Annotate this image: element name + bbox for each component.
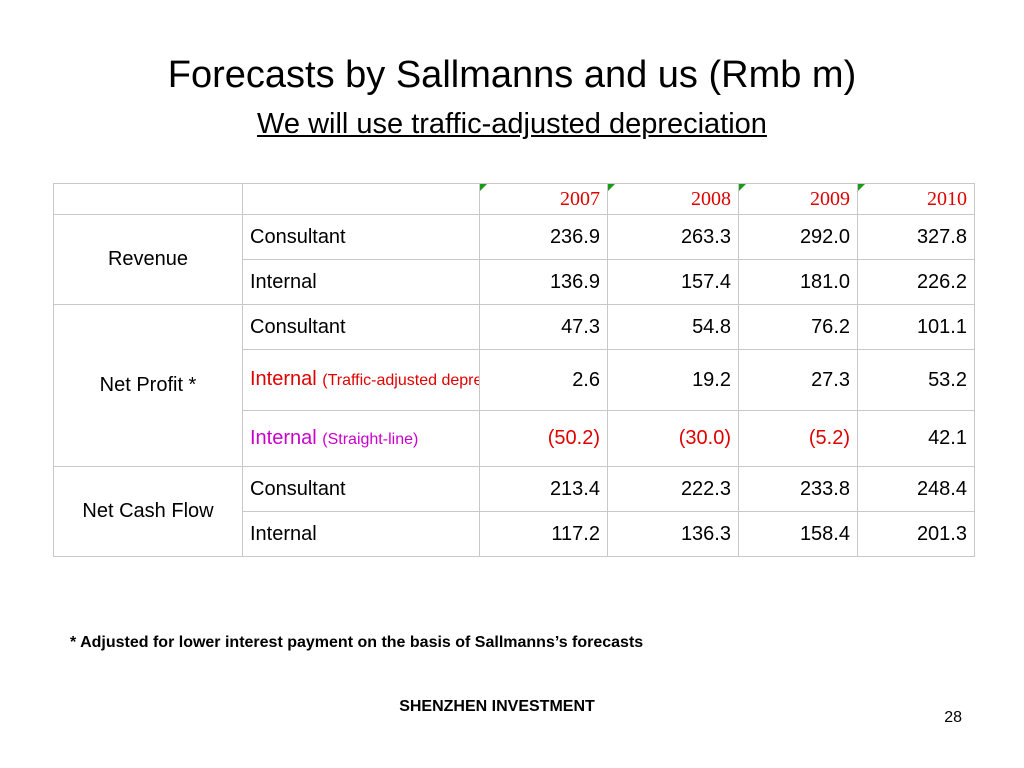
value-cell: 19.2 (607, 349, 739, 411)
table-row: Internal 136.9 157.4 181.0 226.2 (54, 259, 975, 305)
value-cell-negative: (30.0) (607, 410, 739, 467)
row-label: Consultant (242, 214, 480, 260)
comment-marker-icon (608, 184, 615, 191)
year-label: 2009 (810, 187, 850, 210)
table-row: Net Profit * Consultant 47.3 54.8 76.2 1… (53, 304, 975, 467)
value-cell: 136.3 (607, 511, 739, 557)
year-label: 2010 (927, 187, 967, 210)
footer-company: SHENZHEN INVESTMENT (399, 698, 595, 715)
year-label: 2007 (560, 187, 600, 210)
value-cell: 233.8 (738, 466, 858, 512)
table-row: Internal (Straight-line) (50.2) (30.0) (… (54, 410, 975, 467)
value-cell: 222.3 (607, 466, 739, 512)
table-row: Internal 117.2 136.3 158.4 201.3 (54, 511, 975, 557)
value-cell: 47.3 (479, 304, 608, 350)
row-label: Internal (Straight-line) (242, 410, 480, 467)
group-label-net-cash-flow: Net Cash Flow (53, 466, 243, 557)
value-cell: 236.9 (479, 214, 608, 260)
value-cell: 101.1 (857, 304, 975, 350)
value-cell: 54.8 (607, 304, 739, 350)
value-cell: 53.2 (857, 349, 975, 411)
group-label-net-profit: Net Profit * (53, 304, 243, 467)
row-label: Internal (Traffic-adjusted depreciation) (242, 349, 480, 411)
slide-subtitle: We will use traffic-adjusted depreciatio… (0, 106, 1024, 142)
value-cell: 213.4 (479, 466, 608, 512)
value-cell: 263.3 (607, 214, 739, 260)
year-header-2007: 2007 (479, 183, 608, 215)
row-label-text: Internal (250, 368, 317, 390)
footnote: * Adjusted for lower interest payment on… (70, 634, 644, 651)
value-cell: 136.9 (479, 259, 608, 305)
table-row: Net Cash Flow Consultant 213.4 222.3 233… (53, 466, 975, 557)
table-row: Internal (Traffic-adjusted depreciation)… (54, 349, 975, 411)
row-label-note: (Traffic-adjusted depreciation) (322, 372, 478, 389)
year-header-2010: 2010 (857, 183, 975, 215)
header-empty-cell (242, 183, 480, 215)
year-header-2009: 2009 (738, 183, 858, 215)
row-label: Consultant (242, 304, 480, 350)
row-label: Consultant (242, 466, 480, 512)
value-cell-negative: (50.2) (479, 410, 608, 467)
value-cell: 181.0 (738, 259, 858, 305)
year-header-2008: 2008 (607, 183, 739, 215)
row-label: Internal (242, 259, 480, 305)
value-cell-negative: (5.2) (738, 410, 858, 467)
value-cell: 157.4 (607, 259, 739, 305)
header-empty-cell (53, 183, 243, 215)
value-cell: 248.4 (857, 466, 975, 512)
comment-marker-icon (739, 184, 746, 191)
value-cell: 226.2 (857, 259, 975, 305)
row-label: Internal (242, 511, 480, 557)
comment-marker-icon (480, 184, 487, 191)
value-cell: 117.2 (479, 511, 608, 557)
row-label-text: Internal (250, 427, 317, 449)
table-row: Revenue Consultant 236.9 263.3 292.0 327… (53, 214, 975, 305)
value-cell: 76.2 (738, 304, 858, 350)
subtitle-text: We will use traffic-adjusted depreciatio… (257, 108, 767, 140)
slide-title: Forecasts by Sallmanns and us (Rmb m) (167, 54, 857, 96)
value-cell: 201.3 (857, 511, 975, 557)
value-cell: 27.3 (738, 349, 858, 411)
value-cell: 292.0 (738, 214, 858, 260)
forecast-table: 2007 2008 2009 2010 Revenue Consultant 2… (53, 183, 975, 557)
page-number: 28 (944, 709, 962, 726)
value-cell: 2.6 (479, 349, 608, 411)
value-cell: 158.4 (738, 511, 858, 557)
value-cell: 42.1 (857, 410, 975, 467)
row-label-note: (Straight-line) (322, 431, 419, 448)
year-label: 2008 (691, 187, 731, 210)
header-row: 2007 2008 2009 2010 (53, 183, 975, 215)
group-label-revenue: Revenue (53, 214, 243, 305)
comment-marker-icon (858, 184, 865, 191)
value-cell: 327.8 (857, 214, 975, 260)
